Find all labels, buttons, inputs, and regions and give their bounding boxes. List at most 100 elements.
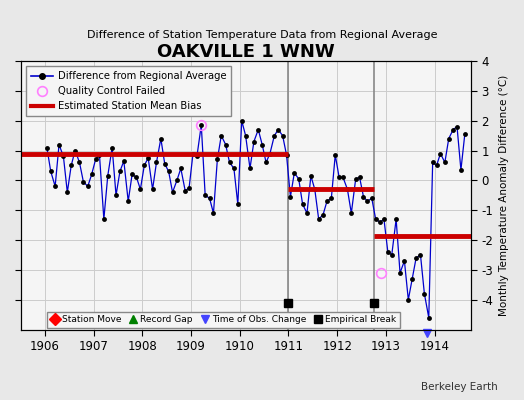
Point (314, 216, 323, 222)
Point (359, 194, 368, 200)
Point (237, 118, 246, 124)
Point (400, 258, 409, 264)
Point (404, 296, 412, 303)
Point (461, 131, 469, 137)
Point (51, 183, 59, 190)
Point (429, 159, 437, 166)
Point (367, 195, 376, 202)
Point (396, 270, 404, 276)
Point (168, 189, 177, 196)
Legend: Station Move, Record Gap, Time of Obs. Change, Empirical Break: Station Move, Record Gap, Time of Obs. C… (47, 312, 400, 328)
Point (157, 135, 165, 142)
Point (408, 276, 417, 282)
Point (298, 201, 307, 208)
Point (424, 314, 433, 321)
Point (104, 173, 112, 179)
Point (59, 153, 68, 160)
Point (282, 152, 291, 158)
Point (88, 171, 96, 178)
Point (225, 159, 234, 166)
Point (258, 141, 266, 148)
Point (392, 216, 400, 222)
Point (128, 171, 136, 178)
Point (388, 252, 396, 258)
Point (290, 170, 299, 176)
Point (124, 198, 133, 204)
Point (303, 210, 311, 216)
Point (67, 162, 75, 169)
Point (339, 174, 347, 180)
Point (136, 186, 145, 192)
Point (189, 150, 197, 157)
Point (197, 122, 205, 128)
Point (119, 158, 128, 164)
Point (323, 198, 331, 204)
Point (177, 165, 185, 172)
Point (444, 135, 453, 142)
Point (79, 179, 88, 185)
Point (55, 141, 63, 148)
Point (266, 150, 274, 157)
Point (449, 126, 457, 133)
Point (112, 192, 120, 198)
Point (108, 144, 116, 151)
Text: Difference of Station Temperature Data from Regional Average: Difference of Station Temperature Data f… (87, 30, 437, 40)
Point (335, 174, 343, 180)
Point (148, 186, 157, 192)
Point (331, 152, 340, 158)
Point (205, 195, 214, 202)
Point (274, 126, 282, 133)
Point (47, 168, 55, 175)
Point (343, 186, 352, 192)
Point (222, 141, 230, 148)
Point (181, 188, 189, 194)
Point (42, 144, 51, 151)
Point (193, 153, 201, 160)
Point (372, 216, 380, 222)
Point (75, 159, 84, 166)
Title: OAKVILLE 1 WNW: OAKVILLE 1 WNW (157, 43, 335, 61)
Point (152, 159, 161, 166)
Point (457, 167, 465, 173)
Y-axis label: Monthly Temperature Anomaly Difference (°C): Monthly Temperature Anomaly Difference (… (499, 75, 509, 316)
Point (352, 176, 360, 182)
Point (436, 150, 445, 157)
Point (363, 198, 372, 204)
Point (327, 195, 335, 202)
Point (71, 147, 79, 154)
Point (412, 255, 420, 261)
Point (262, 159, 270, 166)
Point (100, 216, 108, 222)
Point (311, 186, 319, 192)
Point (416, 252, 424, 258)
Point (270, 132, 279, 139)
Point (140, 162, 148, 169)
Point (234, 201, 242, 208)
Point (347, 210, 355, 216)
Point (432, 162, 441, 169)
Point (132, 174, 140, 180)
Point (173, 177, 181, 184)
Point (213, 156, 222, 163)
Text: Berkeley Earth: Berkeley Earth (421, 382, 498, 392)
Point (144, 155, 152, 161)
Point (246, 165, 254, 172)
Point (441, 159, 449, 166)
Point (230, 165, 238, 172)
Point (307, 173, 315, 179)
Point (91, 156, 100, 163)
Point (420, 290, 429, 297)
Point (185, 185, 193, 191)
Point (278, 132, 287, 139)
Point (453, 124, 461, 130)
Point (95, 152, 104, 158)
Point (242, 132, 250, 139)
Point (201, 192, 210, 198)
Point (84, 183, 92, 190)
Point (116, 168, 124, 175)
Point (165, 168, 173, 175)
Point (319, 212, 328, 218)
Point (209, 210, 217, 216)
Point (217, 132, 225, 139)
Point (250, 138, 258, 145)
